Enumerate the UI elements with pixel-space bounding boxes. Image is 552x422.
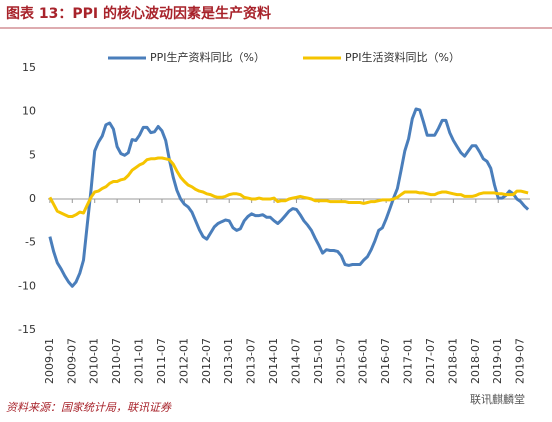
- y-tick-label: -5: [25, 236, 36, 249]
- x-tick-label: 2010-01: [88, 338, 101, 384]
- source-note: 资料来源：国家统计局，联讯证券: [6, 401, 172, 414]
- x-tick-label: 2016-01: [357, 338, 370, 384]
- x-tick-label: 2015-01: [312, 338, 325, 384]
- x-tick-label: 2013-07: [245, 338, 258, 384]
- x-tick-label: 2010-07: [110, 338, 123, 384]
- x-tick-label: 2019-07: [514, 338, 527, 384]
- x-tick-label: 2018-07: [469, 338, 482, 384]
- y-tick-label: 5: [29, 148, 36, 161]
- y-tick-label: 15: [22, 61, 36, 74]
- x-tick-label: 2012-07: [200, 338, 213, 384]
- x-tick-label: 2013-01: [222, 338, 235, 384]
- watermark: 联讯麒麟堂: [470, 392, 525, 406]
- legend-label: PPI生活资料同比（%）: [345, 50, 460, 64]
- series-line: [48, 156, 529, 218]
- y-tick-label: 10: [22, 105, 36, 118]
- y-tick-label: -15: [18, 323, 36, 336]
- y-tick-label: 0: [29, 192, 36, 205]
- x-tick-label: 2012-01: [177, 338, 190, 384]
- series-line: [48, 107, 530, 288]
- x-tick-label: 2017-07: [424, 338, 437, 384]
- x-tick-label: 2014-01: [267, 338, 280, 384]
- x-tick-label: 2011-01: [133, 338, 146, 384]
- x-tick-label: 2014-07: [289, 338, 302, 384]
- x-tick-label: 2009-01: [43, 338, 56, 384]
- legend-label: PPI生产资料同比（%）: [150, 50, 265, 64]
- x-tick-label: 2011-07: [155, 338, 168, 384]
- x-tick-label: 2017-01: [402, 338, 415, 384]
- x-tick-label: 2019-01: [491, 338, 504, 384]
- x-tick-label: 2015-07: [334, 338, 347, 384]
- x-tick-label: 2018-01: [446, 338, 459, 384]
- x-tick-label: 2009-07: [65, 338, 78, 384]
- y-tick-label: -10: [18, 279, 36, 292]
- x-tick-label: 2016-07: [379, 338, 392, 384]
- chart-title: 图表 13：PPI 的核心波动因素是生产资料: [6, 5, 271, 22]
